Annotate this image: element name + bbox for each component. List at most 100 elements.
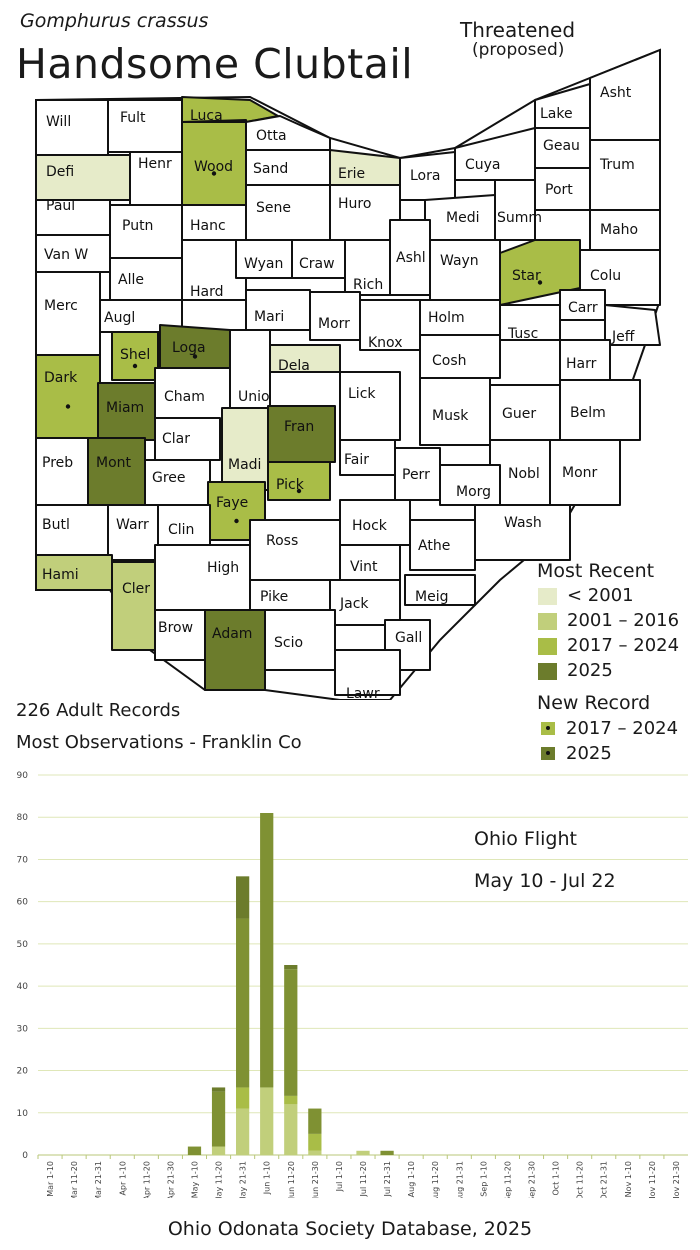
most-observations: Most Observations - Franklin Co (16, 732, 302, 753)
ohio-county-map: Will Fult Luca Otta Wood Defi Henr Sand Erie Lora… (35, 48, 661, 700)
bar-segment (236, 876, 250, 919)
legend-swatch-2001-2016 (538, 613, 557, 630)
status-note: (proposed) (472, 40, 565, 60)
county-label-hanc: Hanc (190, 218, 226, 234)
county-ross (249, 519, 341, 581)
county-label-guer: Guer (502, 406, 536, 422)
legend-new-label-2017-2024: 2017 – 2024 (566, 718, 679, 739)
y-tick-label: 40 (17, 982, 29, 992)
county-label-hock: Hock (352, 518, 388, 534)
x-tick-label: May 21-31 (239, 1161, 248, 1198)
county-label-star: Star (512, 268, 541, 284)
x-tick-label: Aug 11-20 (431, 1161, 440, 1198)
county-label-mont: Mont (96, 455, 132, 471)
county-label-sene: Sene (256, 200, 291, 216)
county-adam (204, 609, 266, 691)
county-cler (111, 561, 156, 651)
county-label-colu: Colu (590, 268, 621, 284)
county-label-unio: Unio (238, 389, 270, 405)
x-tick-label: May 11-20 (215, 1161, 224, 1198)
new-record-marker-pick (296, 488, 302, 494)
county-label-clin: Clin (168, 522, 194, 538)
x-tick-label: Oct 11-20 (576, 1161, 585, 1198)
x-tick-label: Jul 11-20 (359, 1161, 368, 1197)
county-label-fult: Fult (120, 110, 146, 126)
bar-segment (308, 1150, 322, 1155)
species-name: Gomphurus crassus (20, 10, 209, 32)
x-tick-label: Nov 21-30 (672, 1161, 681, 1198)
y-tick-label: 50 (17, 940, 29, 950)
bar-segment (260, 1087, 274, 1155)
flight-chart: 0 10 20 30 40 50 60 70 80 90 Mar 1-10 Mar 11-20 Mar … (17, 771, 688, 1198)
y-tick-label: 0 (22, 1151, 28, 1161)
new-record-marker-star (537, 280, 543, 285)
x-tick-label: Jun 21-30 (311, 1161, 320, 1198)
county-label-asht: Asht (600, 85, 632, 101)
county-label-harr: Harr (566, 356, 597, 372)
bar-segment (236, 1108, 250, 1155)
county-label-vint: Vint (350, 559, 378, 575)
new-record-marker-faye (234, 518, 239, 524)
county-wayn (429, 239, 501, 301)
county-label-summ: Summ (497, 210, 542, 226)
county-label-dark: Dark (44, 370, 78, 386)
x-tick-label: Nov 11-20 (648, 1161, 657, 1198)
county-mont (87, 437, 146, 506)
county-label-cuya: Cuya (465, 157, 501, 173)
county-label-morg: Morg (456, 484, 491, 500)
county-label-luca: Luca (190, 108, 223, 124)
county-cosh (419, 334, 501, 379)
county-label-madi: Madi (228, 457, 261, 473)
county-label-sand: Sand (253, 161, 288, 177)
county-label-musk: Musk (432, 408, 469, 424)
county-label-preb: Preb (42, 455, 73, 471)
county-label-medi: Medi (446, 210, 479, 226)
y-tick-label: 90 (17, 771, 29, 781)
x-tick-label: Sep 11-20 (503, 1161, 512, 1198)
county-label-paul: Paul (46, 198, 75, 214)
county-label-otta: Otta (256, 128, 287, 144)
county-label-morr: Morr (318, 316, 350, 332)
county-label-craw: Craw (299, 256, 335, 272)
x-tick-label: Jun 1-10 (263, 1161, 272, 1195)
county-label-gall: Gall (395, 630, 422, 646)
legend-label-2025: 2025 (567, 660, 613, 681)
county-label-carr: Carr (568, 300, 598, 316)
record-count: 226 Adult Records (16, 700, 181, 721)
legend-swatch-2025 (538, 663, 557, 680)
county-label-putn: Putn (122, 218, 153, 234)
legend-new-swatch-2025 (541, 747, 555, 760)
bar-segment (284, 969, 298, 1096)
bar-segment (211, 1091, 226, 1147)
y-tick-label: 80 (17, 813, 29, 823)
county-trum (589, 139, 661, 211)
y-tick-label: 70 (17, 855, 29, 865)
county-label-miam: Miam (106, 400, 144, 416)
flight-range: May 10 - Jul 22 (474, 870, 616, 892)
y-tick-label: 60 (17, 898, 29, 908)
county-label-lawr: Lawr (346, 686, 380, 700)
county-label-lake: Lake (540, 106, 573, 122)
bar-segment (380, 1150, 394, 1155)
x-tick-label: Oct 21-31 (600, 1161, 609, 1198)
county-label-ross: Ross (266, 533, 298, 549)
bar-segment (260, 813, 274, 1088)
county-label-jeff: Jeff (611, 329, 635, 345)
x-tick-label: Apr 1-10 (118, 1161, 127, 1196)
bar-segment (284, 965, 298, 970)
county-label-pick: Pick (276, 477, 305, 493)
county-monr (549, 439, 621, 506)
status-label: Threatened (460, 18, 576, 42)
county-label-maho: Maho (600, 222, 638, 238)
legend-label-2001-2016: 2001 – 2016 (567, 610, 680, 631)
county-label-adam: Adam (212, 626, 252, 642)
county-label-wayn: Wayn (440, 253, 479, 269)
county-label-ashl: Ashl (396, 250, 426, 266)
county-label-jack: Jack (339, 596, 369, 612)
county-label-holm: Holm (428, 310, 465, 326)
county-label-perr: Perr (402, 467, 430, 483)
legend-label-2017-2024: 2017 – 2024 (567, 635, 680, 656)
legend-swatch-pre2001 (538, 588, 557, 605)
county-label-henr: Henr (138, 156, 172, 172)
y-tick-label: 30 (17, 1024, 29, 1034)
